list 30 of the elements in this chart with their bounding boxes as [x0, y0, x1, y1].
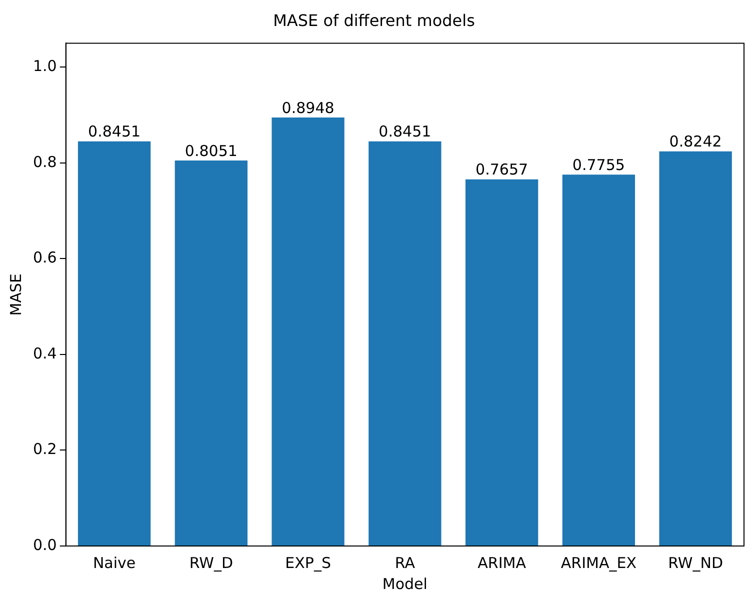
x-tick-label: EXP_S: [285, 554, 331, 572]
bar: [368, 141, 442, 546]
x-tick-label: RW_ND: [668, 554, 724, 572]
data-label: 0.7755: [572, 156, 625, 174]
data-label: 0.8451: [378, 122, 432, 141]
bar: [78, 141, 151, 546]
bar: [465, 179, 538, 546]
chart-title: MASE of different models: [273, 10, 475, 30]
bar: [272, 118, 344, 546]
x-axis-title: Model: [382, 574, 428, 593]
x-tick-label: Naive: [92, 554, 136, 572]
x-tick-label: RA: [394, 554, 416, 572]
data-label: 0.8242: [669, 132, 722, 151]
x-tick-label: ARIMA: [478, 554, 527, 572]
bar: [174, 160, 248, 546]
y-tick-label: 1.0: [32, 57, 57, 76]
data-label: 0.7657: [476, 160, 528, 179]
x-tick-label: RW_D: [189, 554, 234, 572]
x-tick-label: ARIMA_EX: [560, 554, 636, 572]
y-tick-label: 0.4: [32, 344, 57, 362]
data-label: 0.8948: [282, 98, 334, 117]
y-tick-label: 0.0: [32, 536, 57, 554]
y-axis-title: MASE: [6, 274, 25, 316]
y-tick-label: 0.8: [32, 152, 57, 171]
bar: [562, 174, 636, 546]
bar: [659, 151, 732, 546]
data-label: 0.8451: [88, 122, 141, 141]
y-tick-label: 0.6: [32, 248, 57, 267]
data-label: 0.8051: [184, 142, 238, 160]
y-tick-label: 0.2: [32, 440, 57, 458]
